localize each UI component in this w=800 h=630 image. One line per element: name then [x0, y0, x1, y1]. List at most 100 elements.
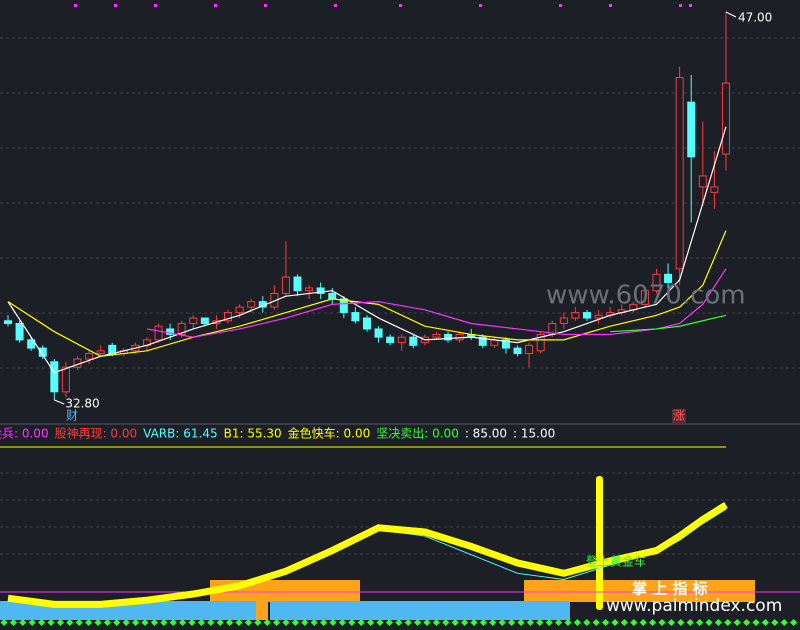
diamond	[432, 618, 440, 627]
diamond	[197, 618, 205, 627]
candle-body	[281, 276, 290, 294]
candle-body	[189, 317, 198, 324]
signal-block	[270, 601, 570, 620]
diamond	[564, 618, 572, 627]
diamond	[423, 618, 431, 627]
moving-average	[610, 314, 727, 333]
signal-block	[256, 601, 268, 620]
high-label: 47.00	[738, 11, 772, 25]
diamond	[282, 618, 290, 627]
diamond	[395, 618, 403, 627]
diamond	[188, 618, 196, 627]
marker: 财	[66, 409, 78, 423]
diamond	[611, 618, 619, 627]
candle-body	[501, 339, 510, 349]
moving-average	[7, 230, 727, 357]
signal-blocks	[0, 476, 755, 620]
diamond	[169, 618, 177, 627]
candle-body	[675, 77, 684, 270]
candle-body	[710, 186, 719, 193]
diamond	[28, 618, 36, 627]
diamond	[780, 618, 788, 627]
candle-body	[270, 292, 279, 308]
candle-body	[478, 336, 487, 346]
diamond	[573, 618, 581, 627]
legend-item: B1: 55.30	[224, 427, 282, 441]
diamond	[38, 618, 46, 627]
diamond	[790, 618, 798, 627]
signal-block	[210, 580, 360, 602]
diamond	[461, 618, 469, 627]
candle-body	[339, 298, 348, 314]
candle-body	[640, 290, 649, 305]
diamond	[348, 618, 356, 627]
candle-body	[594, 314, 603, 319]
candle-body	[247, 301, 256, 308]
dot	[609, 4, 612, 7]
diamond	[132, 618, 140, 627]
candle-body	[351, 312, 360, 322]
diamond	[376, 618, 384, 627]
watermark: 掌 上 指 标	[632, 580, 708, 598]
diamond	[66, 618, 74, 627]
legend-item: 尖兵: 0.00	[0, 427, 49, 441]
legend-item: 坚决卖出: 0.00	[376, 427, 459, 441]
diamond	[357, 618, 365, 627]
dot	[154, 4, 157, 7]
diamond	[508, 618, 516, 627]
diamond	[0, 618, 8, 627]
diamond	[122, 618, 130, 627]
diamond	[141, 618, 149, 627]
candle-body	[38, 347, 47, 357]
diamond	[743, 618, 751, 627]
candle-body	[386, 336, 395, 344]
diamond	[56, 618, 64, 627]
diamond	[329, 618, 337, 627]
diamond	[526, 618, 534, 627]
candle-body	[224, 312, 233, 322]
diamond	[113, 618, 121, 627]
signal-spike	[596, 476, 603, 610]
diamond	[658, 618, 666, 627]
diamond	[649, 618, 657, 627]
candle-body	[235, 306, 244, 314]
diamond	[263, 618, 271, 627]
moving-average	[146, 268, 727, 338]
candle-body	[374, 328, 383, 338]
marker: 涨	[673, 408, 685, 423]
candle-body	[61, 366, 70, 393]
pointer	[725, 11, 737, 18]
diamond	[244, 618, 252, 627]
dot	[214, 4, 217, 7]
dot	[399, 4, 402, 7]
dot	[114, 4, 117, 7]
candle-body	[525, 344, 534, 355]
plot: 47.00 32.80财 涨尖兵: 0.00 股神再现: 0.00 VARB: 61.4…	[0, 11, 800, 627]
legend-item: : 15.00	[513, 427, 555, 441]
diamond	[47, 618, 55, 627]
candle-body	[397, 336, 406, 344]
candle-body	[305, 287, 314, 292]
pointer	[54, 399, 65, 405]
top-dots	[74, 4, 692, 7]
moving-average	[7, 126, 727, 374]
diamond	[179, 618, 187, 627]
diamond	[602, 618, 610, 627]
diamond	[592, 618, 600, 627]
legend-item: 金色快车: 0.00	[288, 426, 371, 441]
candle-body	[698, 175, 707, 188]
diamond	[414, 618, 422, 627]
marker-bg	[672, 409, 686, 423]
candle-body	[27, 339, 36, 349]
diamond	[216, 618, 224, 627]
diamond	[94, 618, 102, 627]
diamond	[714, 618, 722, 627]
dot	[559, 4, 562, 7]
diamond	[583, 618, 591, 627]
dot	[334, 4, 337, 7]
legend-item: VARB: 61.45	[143, 427, 217, 441]
candle-body	[721, 82, 730, 155]
candle-body	[571, 312, 580, 319]
candle-body	[177, 322, 186, 335]
diamond	[226, 618, 234, 627]
